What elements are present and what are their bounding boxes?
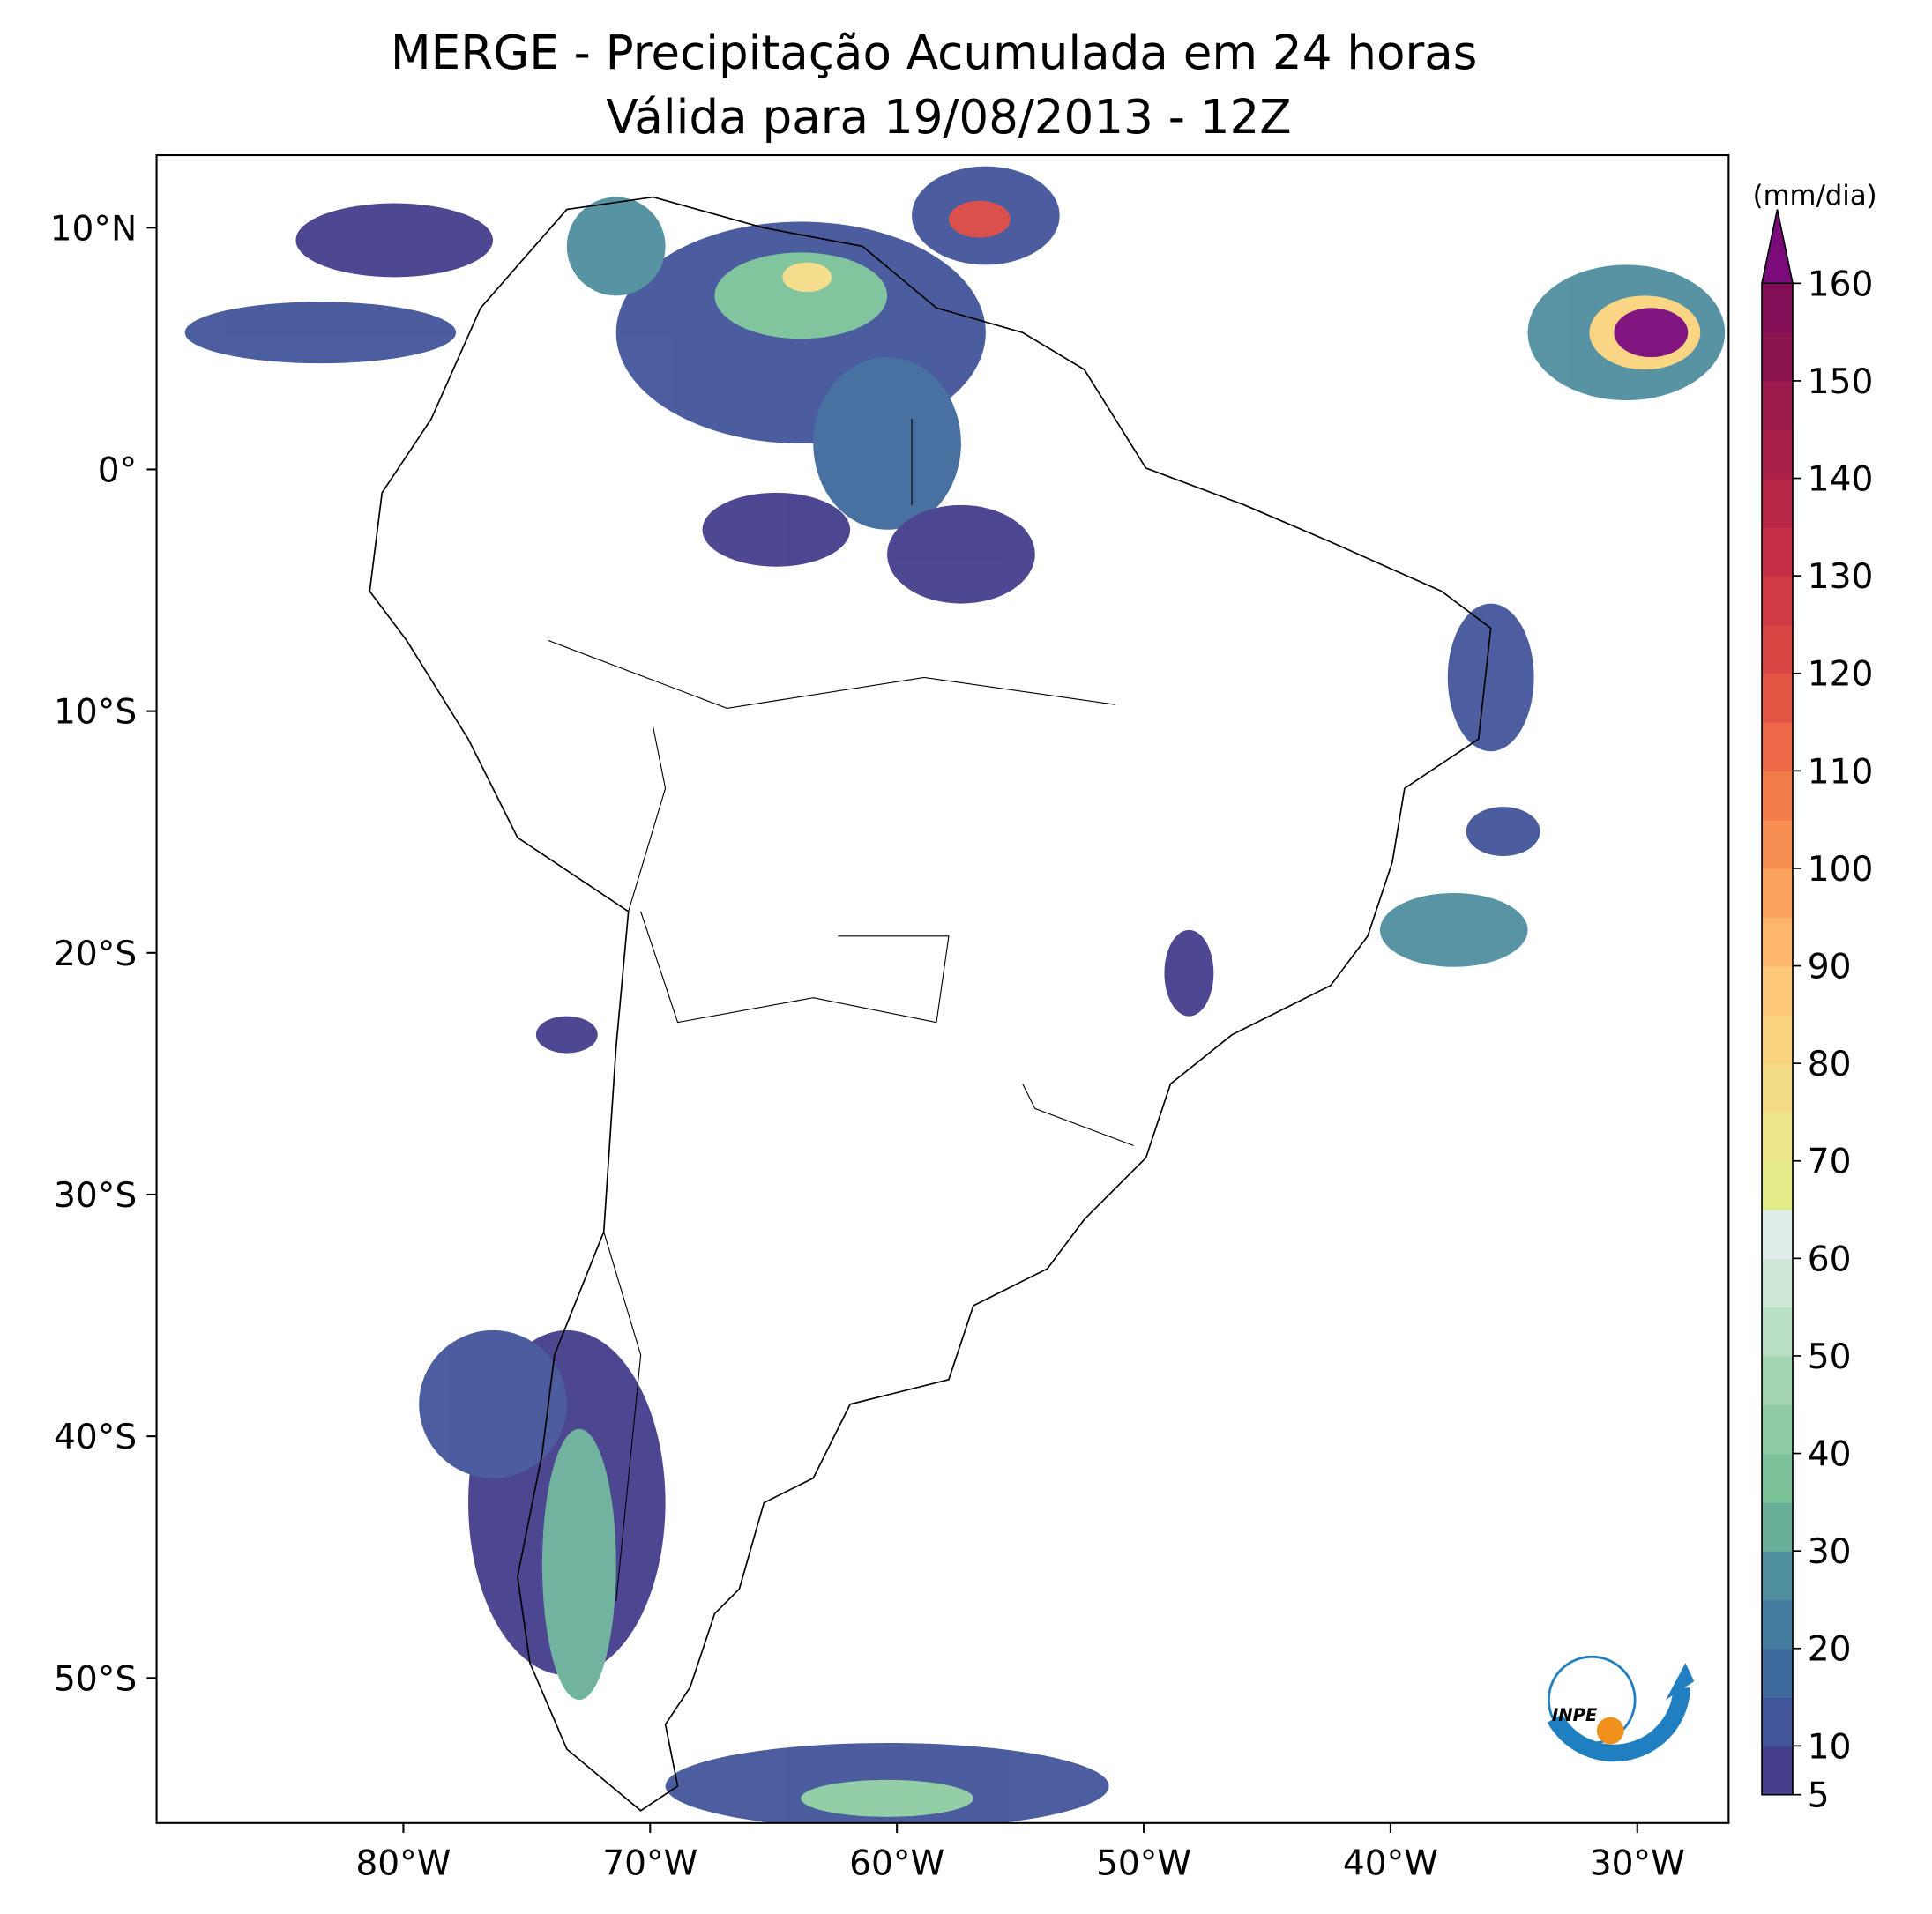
colorbar-segment: [1762, 576, 1793, 626]
colorbar-tick-label: 150: [1808, 362, 1874, 402]
y-tick-label: 20°S: [54, 935, 137, 974]
colorbar-frame: [1761, 283, 1794, 1796]
colorbar-tick-label: 140: [1808, 460, 1874, 500]
colorbar-segment: [1762, 722, 1793, 772]
x-tick-label: 30°W: [1590, 1843, 1685, 1883]
colorbar-segment: [1762, 1453, 1793, 1503]
y-tick-label: 10°S: [54, 693, 137, 733]
colorbar-segment: [1762, 429, 1793, 480]
colorbar-tick-label: 30: [1808, 1532, 1852, 1572]
colorbar-segment: [1762, 331, 1793, 382]
colorbar-segment: [1762, 1599, 1793, 1650]
colorbar-tick-label: 160: [1808, 264, 1874, 304]
colorbar-label: (mm/dia): [1753, 180, 1877, 212]
colorbar-segment: [1762, 1307, 1793, 1357]
colorbar-tick-label: 70: [1808, 1143, 1852, 1182]
colorbar-tick-label: 120: [1808, 655, 1874, 695]
colorbar-segment: [1762, 478, 1793, 528]
colorbar-segment: [1762, 380, 1793, 430]
colorbar-segment: [1762, 965, 1793, 1016]
colorbar-tick-label: 10: [1808, 1727, 1852, 1767]
colorbar-segment: [1762, 283, 1793, 333]
map-area: [184, 166, 1726, 1823]
colorbar-segment: [1762, 526, 1793, 577]
colorbar-segment: [1762, 868, 1793, 918]
colorbar-segment: [1762, 1355, 1793, 1405]
title-line-2: Válida para 19/08/2013 - 12Z: [606, 90, 1291, 145]
colorbar-segment: [1762, 1258, 1793, 1308]
x-tick-label: 70°W: [602, 1843, 697, 1883]
colorbar-segment: [1762, 1014, 1793, 1064]
colorbar-segment: [1762, 1648, 1793, 1698]
inpe-logo: INPE: [1547, 1655, 1695, 1762]
colorbar-segment: [1762, 917, 1793, 967]
map-frame: [155, 153, 1730, 1824]
colorbar-segment: [1762, 1501, 1793, 1552]
colorbar-segment: [1762, 1112, 1793, 1162]
colorbar-tick-label: 60: [1808, 1240, 1852, 1279]
colorbar-segment: [1762, 1697, 1793, 1747]
colorbar-segment: [1762, 1551, 1793, 1601]
colorbar-extension: [1761, 209, 1794, 285]
colorbar-tick-label: 130: [1808, 557, 1874, 597]
y-tick-label: 40°S: [54, 1418, 137, 1457]
x-tick-label: 40°W: [1343, 1843, 1438, 1883]
colorbar-segment: [1762, 819, 1793, 869]
colorbar-tick-label: 100: [1808, 850, 1874, 890]
precipitation-field: [184, 166, 1726, 1823]
colorbar-segment: [1762, 1746, 1793, 1796]
x-tick-label: 50°W: [1096, 1843, 1191, 1883]
colorbar-segment: [1762, 1160, 1793, 1210]
title-line-1: MERGE - Precipitação Acumulada em 24 hor…: [391, 26, 1478, 80]
logo-text: INPE: [1552, 1705, 1598, 1725]
colorbar-segment: [1762, 1063, 1793, 1113]
y-tick-label: 0°: [98, 451, 137, 490]
colorbar-segment: [1762, 1210, 1793, 1260]
colorbar-tick-label: 80: [1808, 1045, 1852, 1084]
colorbar-segment: [1762, 673, 1793, 723]
colorbar-segment: [1762, 771, 1793, 821]
colorbar-tick-label: 5: [1808, 1776, 1830, 1816]
colorbar-tick-label: 90: [1808, 948, 1852, 987]
x-tick-label: 80°W: [355, 1843, 451, 1883]
colorbar-tick-label: 50: [1808, 1337, 1852, 1377]
colorbar-segment: [1762, 1404, 1793, 1455]
country-borders: [548, 419, 1134, 1602]
colorbar-tick-label: 20: [1808, 1630, 1852, 1670]
y-tick-label: 10°N: [50, 209, 138, 249]
y-tick-label: 50°S: [54, 1659, 137, 1699]
y-tick-label: 30°S: [54, 1176, 137, 1216]
x-tick-label: 60°W: [849, 1843, 944, 1883]
colorbar-segment: [1762, 624, 1793, 674]
colorbar-tick-label: 40: [1808, 1435, 1852, 1475]
colorbar-tick-label: 110: [1808, 752, 1874, 792]
